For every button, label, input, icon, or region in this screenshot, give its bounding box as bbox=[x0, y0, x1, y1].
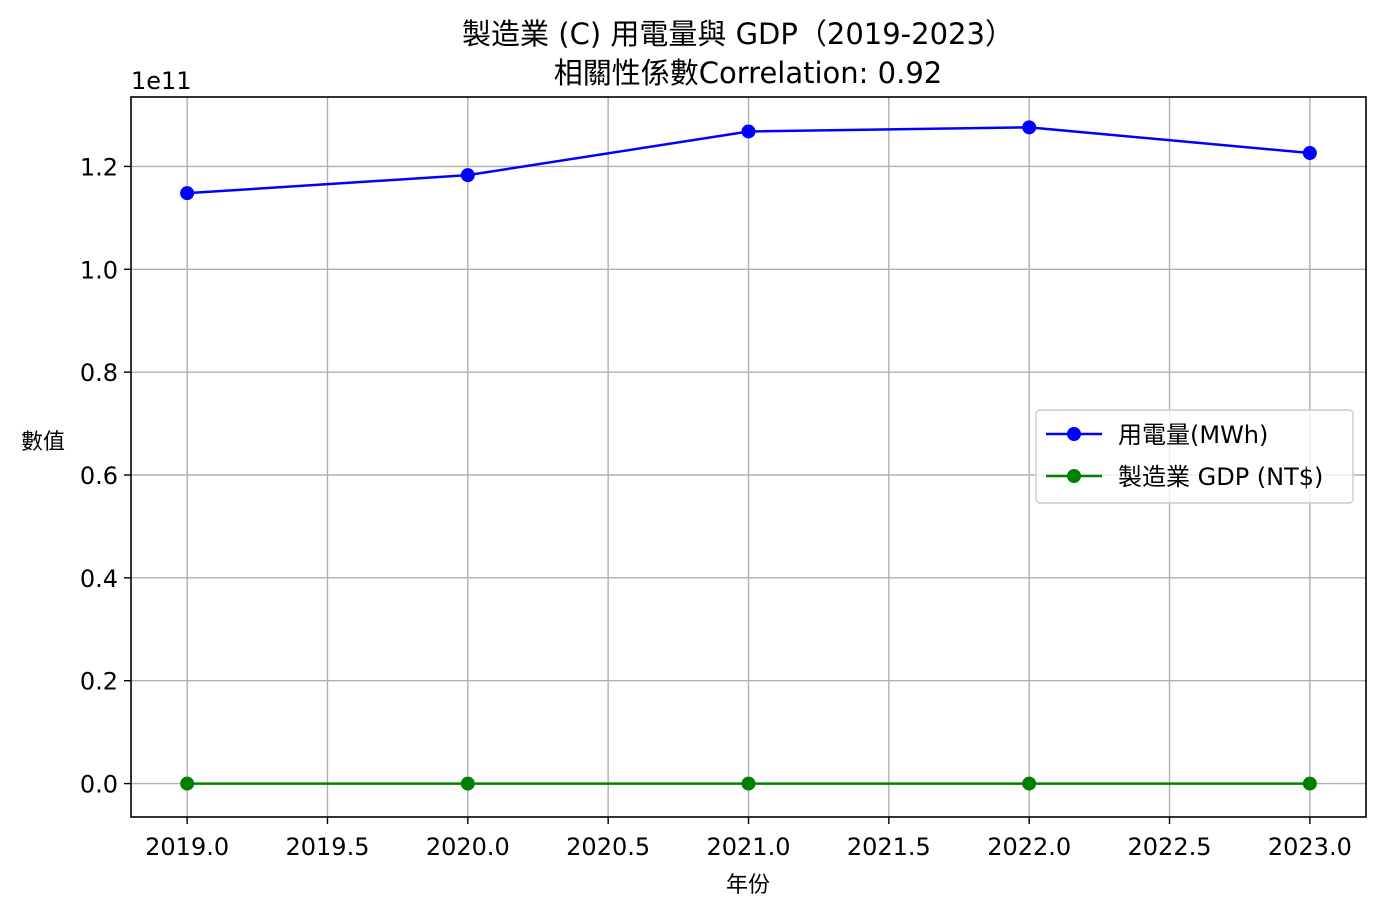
legend-label-1: 製造業 GDP (NT$) bbox=[1118, 463, 1323, 491]
x-tick-label: 2022.0 bbox=[987, 833, 1071, 861]
series-0-point bbox=[1022, 120, 1037, 135]
series-0-point bbox=[741, 124, 756, 139]
x-tick-label: 2023.0 bbox=[1268, 833, 1352, 861]
series-lines bbox=[180, 120, 1317, 791]
legend: 用電量(MWh) 製造業 GDP (NT$) bbox=[1035, 409, 1354, 504]
y-tick-label: 0.0 bbox=[80, 771, 118, 799]
series-1-point bbox=[180, 776, 195, 791]
y-offset-label: 1e11 bbox=[131, 67, 192, 95]
y-tick-label: 1.2 bbox=[80, 153, 118, 181]
plot-area-frame bbox=[130, 96, 1367, 818]
x-tick-label: 2021.0 bbox=[707, 833, 791, 861]
series-0-point bbox=[1302, 146, 1317, 161]
legend-swatch-marker-0 bbox=[1067, 427, 1081, 441]
series-1-point bbox=[1302, 776, 1317, 791]
axis-ticks: 2019.0 2019.5 2020.0 2020.5 2021.0 2021.5 2022… bbox=[80, 153, 1352, 861]
series-0-point bbox=[460, 168, 475, 183]
chart-title-line2: 相關性係數Correlation: 0.92 bbox=[554, 56, 942, 90]
x-tick-label: 2019.5 bbox=[285, 833, 369, 861]
legend-label-0: 用電量(MWh) bbox=[1118, 421, 1268, 449]
y-tick-label: 0.8 bbox=[80, 359, 118, 387]
x-tick-label: 2019.0 bbox=[145, 833, 229, 861]
y-tick-label: 0.4 bbox=[80, 565, 118, 593]
x-axis-label: 年份 bbox=[726, 873, 770, 898]
y-tick-label: 0.6 bbox=[80, 462, 118, 490]
chart-title-line1: 製造業 (C) 用電量與 GDP（2019-2023） bbox=[462, 17, 1014, 51]
series-1-point bbox=[741, 776, 756, 791]
y-tick-label: 0.2 bbox=[80, 668, 118, 696]
series-1-point bbox=[1022, 776, 1037, 791]
legend-swatch-marker-1 bbox=[1067, 469, 1081, 483]
series-1-point bbox=[460, 776, 475, 791]
x-tick-label: 2020.5 bbox=[566, 833, 650, 861]
series-0-point bbox=[180, 186, 195, 201]
x-tick-label: 2020.0 bbox=[426, 833, 510, 861]
x-tick-label: 2022.5 bbox=[1128, 833, 1212, 861]
x-tick-label: 2021.5 bbox=[847, 833, 931, 861]
legend-box bbox=[1035, 409, 1354, 504]
y-axis-label: 數值 bbox=[21, 430, 65, 455]
y-tick-label: 1.0 bbox=[80, 256, 118, 284]
